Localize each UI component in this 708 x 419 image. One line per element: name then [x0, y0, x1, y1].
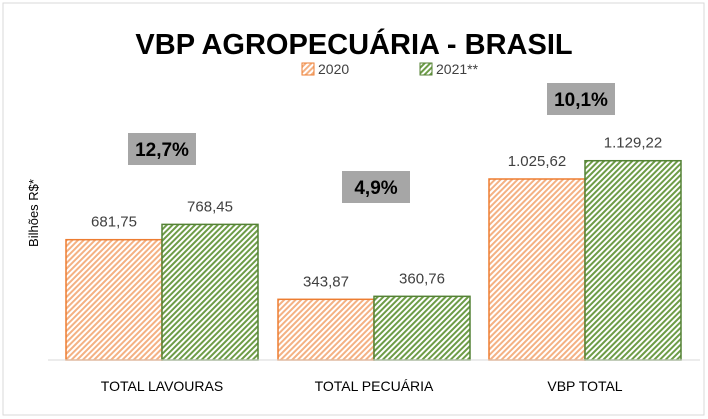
bar-2020-0: [65, 238, 163, 361]
growth-badge-1: [342, 171, 410, 203]
value-label-2021-2: 1.129,22: [604, 135, 662, 152]
growth-label-2: 10,1%: [554, 90, 608, 111]
growth-labels-group: 12,7% 4,9% 10,1%: [128, 83, 615, 203]
value-label-2020-1: 343,87: [303, 273, 349, 290]
bar-2020-1: [277, 298, 375, 361]
bar-2021-0: [161, 223, 259, 361]
growth-label-0: 12,7%: [135, 140, 189, 161]
value-label-2020-2: 1.025,62: [508, 153, 566, 170]
category-labels-group: TOTAL LAVOURAS TOTAL PECUÁRIA VBP TOTAL: [101, 378, 623, 394]
legend-label-2021: 2021**: [436, 61, 479, 77]
bar-2020-2: [488, 178, 586, 361]
bars-group: [65, 159, 682, 361]
growth-badge-0: [128, 133, 196, 165]
value-label-2021-1: 360,76: [399, 270, 445, 287]
legend: 2020 2021**: [301, 61, 479, 77]
category-label-1: TOTAL PECUÁRIA: [315, 378, 434, 394]
legend-swatch-2021: [419, 62, 433, 76]
growth-label-1: 4,9%: [354, 178, 397, 199]
value-label-2021-0: 768,45: [187, 198, 233, 215]
value-label-2020-0: 681,75: [91, 214, 137, 231]
bar-2021-2: [584, 159, 682, 361]
legend-label-2020: 2020: [318, 61, 349, 77]
chart-title: VBP AGROPECUÁRIA - BRASIL: [135, 27, 572, 61]
growth-badge-2: [547, 83, 615, 115]
legend-swatch-2020: [301, 62, 315, 76]
bar-2021-1: [373, 295, 471, 361]
category-label-0: TOTAL LAVOURAS: [101, 378, 223, 394]
value-labels-group: 681,75 768,45 343,87 360,76 1.025,62 1.129,22: [91, 135, 662, 291]
y-axis-label: Bilhões R$*: [26, 179, 41, 247]
category-label-2: VBP TOTAL: [547, 378, 622, 394]
